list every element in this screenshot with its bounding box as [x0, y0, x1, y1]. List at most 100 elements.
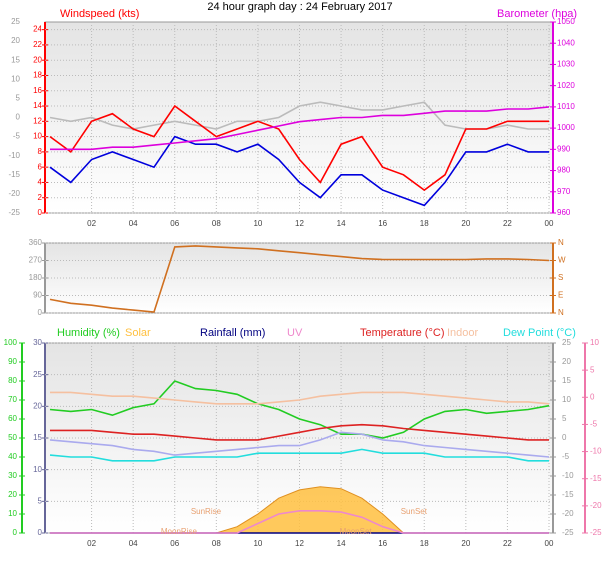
line — [50, 391, 550, 405]
y-tick-label: -15 — [8, 170, 20, 179]
x-tick-label: 10 — [253, 539, 262, 548]
y-tick-label: S — [558, 273, 563, 282]
x-tick-label: 14 — [337, 539, 346, 548]
x-tick-label: 20 — [461, 539, 470, 548]
y-tick-label: E — [558, 291, 563, 300]
y-tick-label: 8 — [38, 147, 43, 156]
y-tick-label: -10 — [562, 471, 574, 480]
x-tick-label: 04 — [129, 219, 138, 228]
y-tick-label: 970 — [557, 187, 571, 196]
line — [50, 106, 550, 151]
y-tick-label: 1000 — [557, 123, 575, 132]
y-tick-label: W — [558, 256, 566, 265]
line — [49, 380, 550, 439]
y-tick-label: 2 — [38, 193, 43, 202]
y-tick-label: 12 — [33, 116, 42, 125]
x-tick-label: 18 — [420, 219, 429, 228]
y-tick-label: 5 — [562, 414, 567, 423]
y-tick-label: -20 — [8, 189, 20, 198]
annotation: MoonSet — [340, 527, 373, 536]
y-tick-label: 15 — [562, 376, 571, 385]
annotation: SunSet — [401, 507, 428, 516]
y-tick-label: 5 — [16, 94, 21, 103]
line — [50, 510, 549, 534]
y-tick-label: 10 — [33, 465, 42, 474]
y-tick-label: 30 — [33, 338, 42, 347]
x-tick-label: 20 — [461, 219, 470, 228]
y-tick-label: 990 — [557, 144, 571, 153]
legend-entry: Rainfall (mm) — [200, 327, 265, 339]
y-tick-label: 10 — [11, 74, 20, 83]
x-tick-label: 22 — [503, 539, 512, 548]
x-tick-label: 02 — [87, 539, 96, 548]
annotation: MoonRise — [161, 527, 198, 536]
y-tick-label: 90 — [33, 291, 42, 300]
y-tick-label: 360 — [29, 238, 43, 247]
axis-title: Windspeed (kts) — [60, 8, 139, 20]
y-tick-label: 0 — [13, 528, 18, 537]
y-tick-label: 5 — [590, 365, 595, 374]
y-tick-label: 18 — [33, 71, 42, 80]
legend-entry: Dew Point (°C) — [503, 327, 576, 339]
x-tick-label: 12 — [295, 539, 304, 548]
x-tick-label: 16 — [378, 219, 387, 228]
y-tick-label: N — [558, 308, 564, 317]
y-tick-label: -15 — [590, 474, 602, 483]
y-tick-label: -5 — [562, 452, 570, 461]
y-tick-label: 20 — [33, 55, 42, 64]
y-tick-label: N — [558, 238, 564, 247]
y-tick-label: 5 — [38, 496, 43, 505]
legend-entry: UV — [287, 327, 303, 339]
x-tick-label: 10 — [253, 219, 262, 228]
y-tick-label: 1010 — [557, 102, 575, 111]
y-tick-label: 30 — [8, 471, 17, 480]
y-tick-label: 0 — [590, 392, 595, 401]
y-tick-label: 22 — [33, 40, 42, 49]
line — [49, 448, 549, 462]
y-tick-label: -10 — [590, 447, 602, 456]
legend-entry: Temperature (°C) — [360, 327, 444, 339]
y-tick-label: 25 — [11, 17, 20, 26]
y-tick-label: 90 — [8, 357, 17, 366]
x-tick-label: 08 — [212, 219, 221, 228]
y-tick-label: 10 — [562, 395, 571, 404]
x-tick-label: 18 — [420, 539, 429, 548]
y-tick-label: 20 — [11, 36, 20, 45]
y-tick-label: 0 — [38, 208, 43, 217]
chart-title: 24 hour graph day : 24 February 2017 — [207, 1, 392, 13]
y-tick-label: 6 — [38, 162, 43, 171]
y-tick-label: -25 — [562, 528, 574, 537]
x-tick-label: 02 — [87, 219, 96, 228]
y-tick-label: 980 — [557, 166, 571, 175]
y-tick-label: 10 — [33, 132, 42, 141]
y-tick-label: 15 — [11, 55, 20, 64]
y-tick-label: -20 — [562, 509, 574, 518]
x-tick-label: 00 — [545, 219, 554, 228]
y-tick-label: 960 — [557, 208, 571, 217]
x-tick-label: 00 — [545, 539, 554, 548]
y-tick-label: 50 — [8, 433, 17, 442]
annotation: SunRise — [191, 507, 222, 516]
line — [49, 135, 549, 207]
y-tick-label: 1020 — [557, 81, 575, 90]
line — [49, 431, 550, 458]
y-tick-label: -15 — [562, 490, 574, 499]
y-tick-label: 70 — [8, 395, 17, 404]
x-tick-label: 04 — [129, 539, 138, 548]
x-tick-label: 14 — [337, 219, 346, 228]
line — [49, 245, 550, 313]
legend-entry: Indoor — [447, 327, 479, 339]
y-tick-label: 10 — [590, 338, 599, 347]
y-tick-label: 100 — [4, 338, 18, 347]
y-tick-label: 20 — [8, 490, 17, 499]
y-tick-label: 0 — [16, 113, 21, 122]
y-tick-label: 1050 — [557, 17, 575, 26]
y-tick-label: 20 — [33, 401, 42, 410]
y-tick-label: 1030 — [557, 60, 575, 69]
x-tick-label: 16 — [378, 539, 387, 548]
y-tick-label: -20 — [590, 501, 602, 510]
x-tick-label: 06 — [170, 539, 179, 548]
line — [50, 423, 549, 441]
x-tick-label: 06 — [170, 219, 179, 228]
